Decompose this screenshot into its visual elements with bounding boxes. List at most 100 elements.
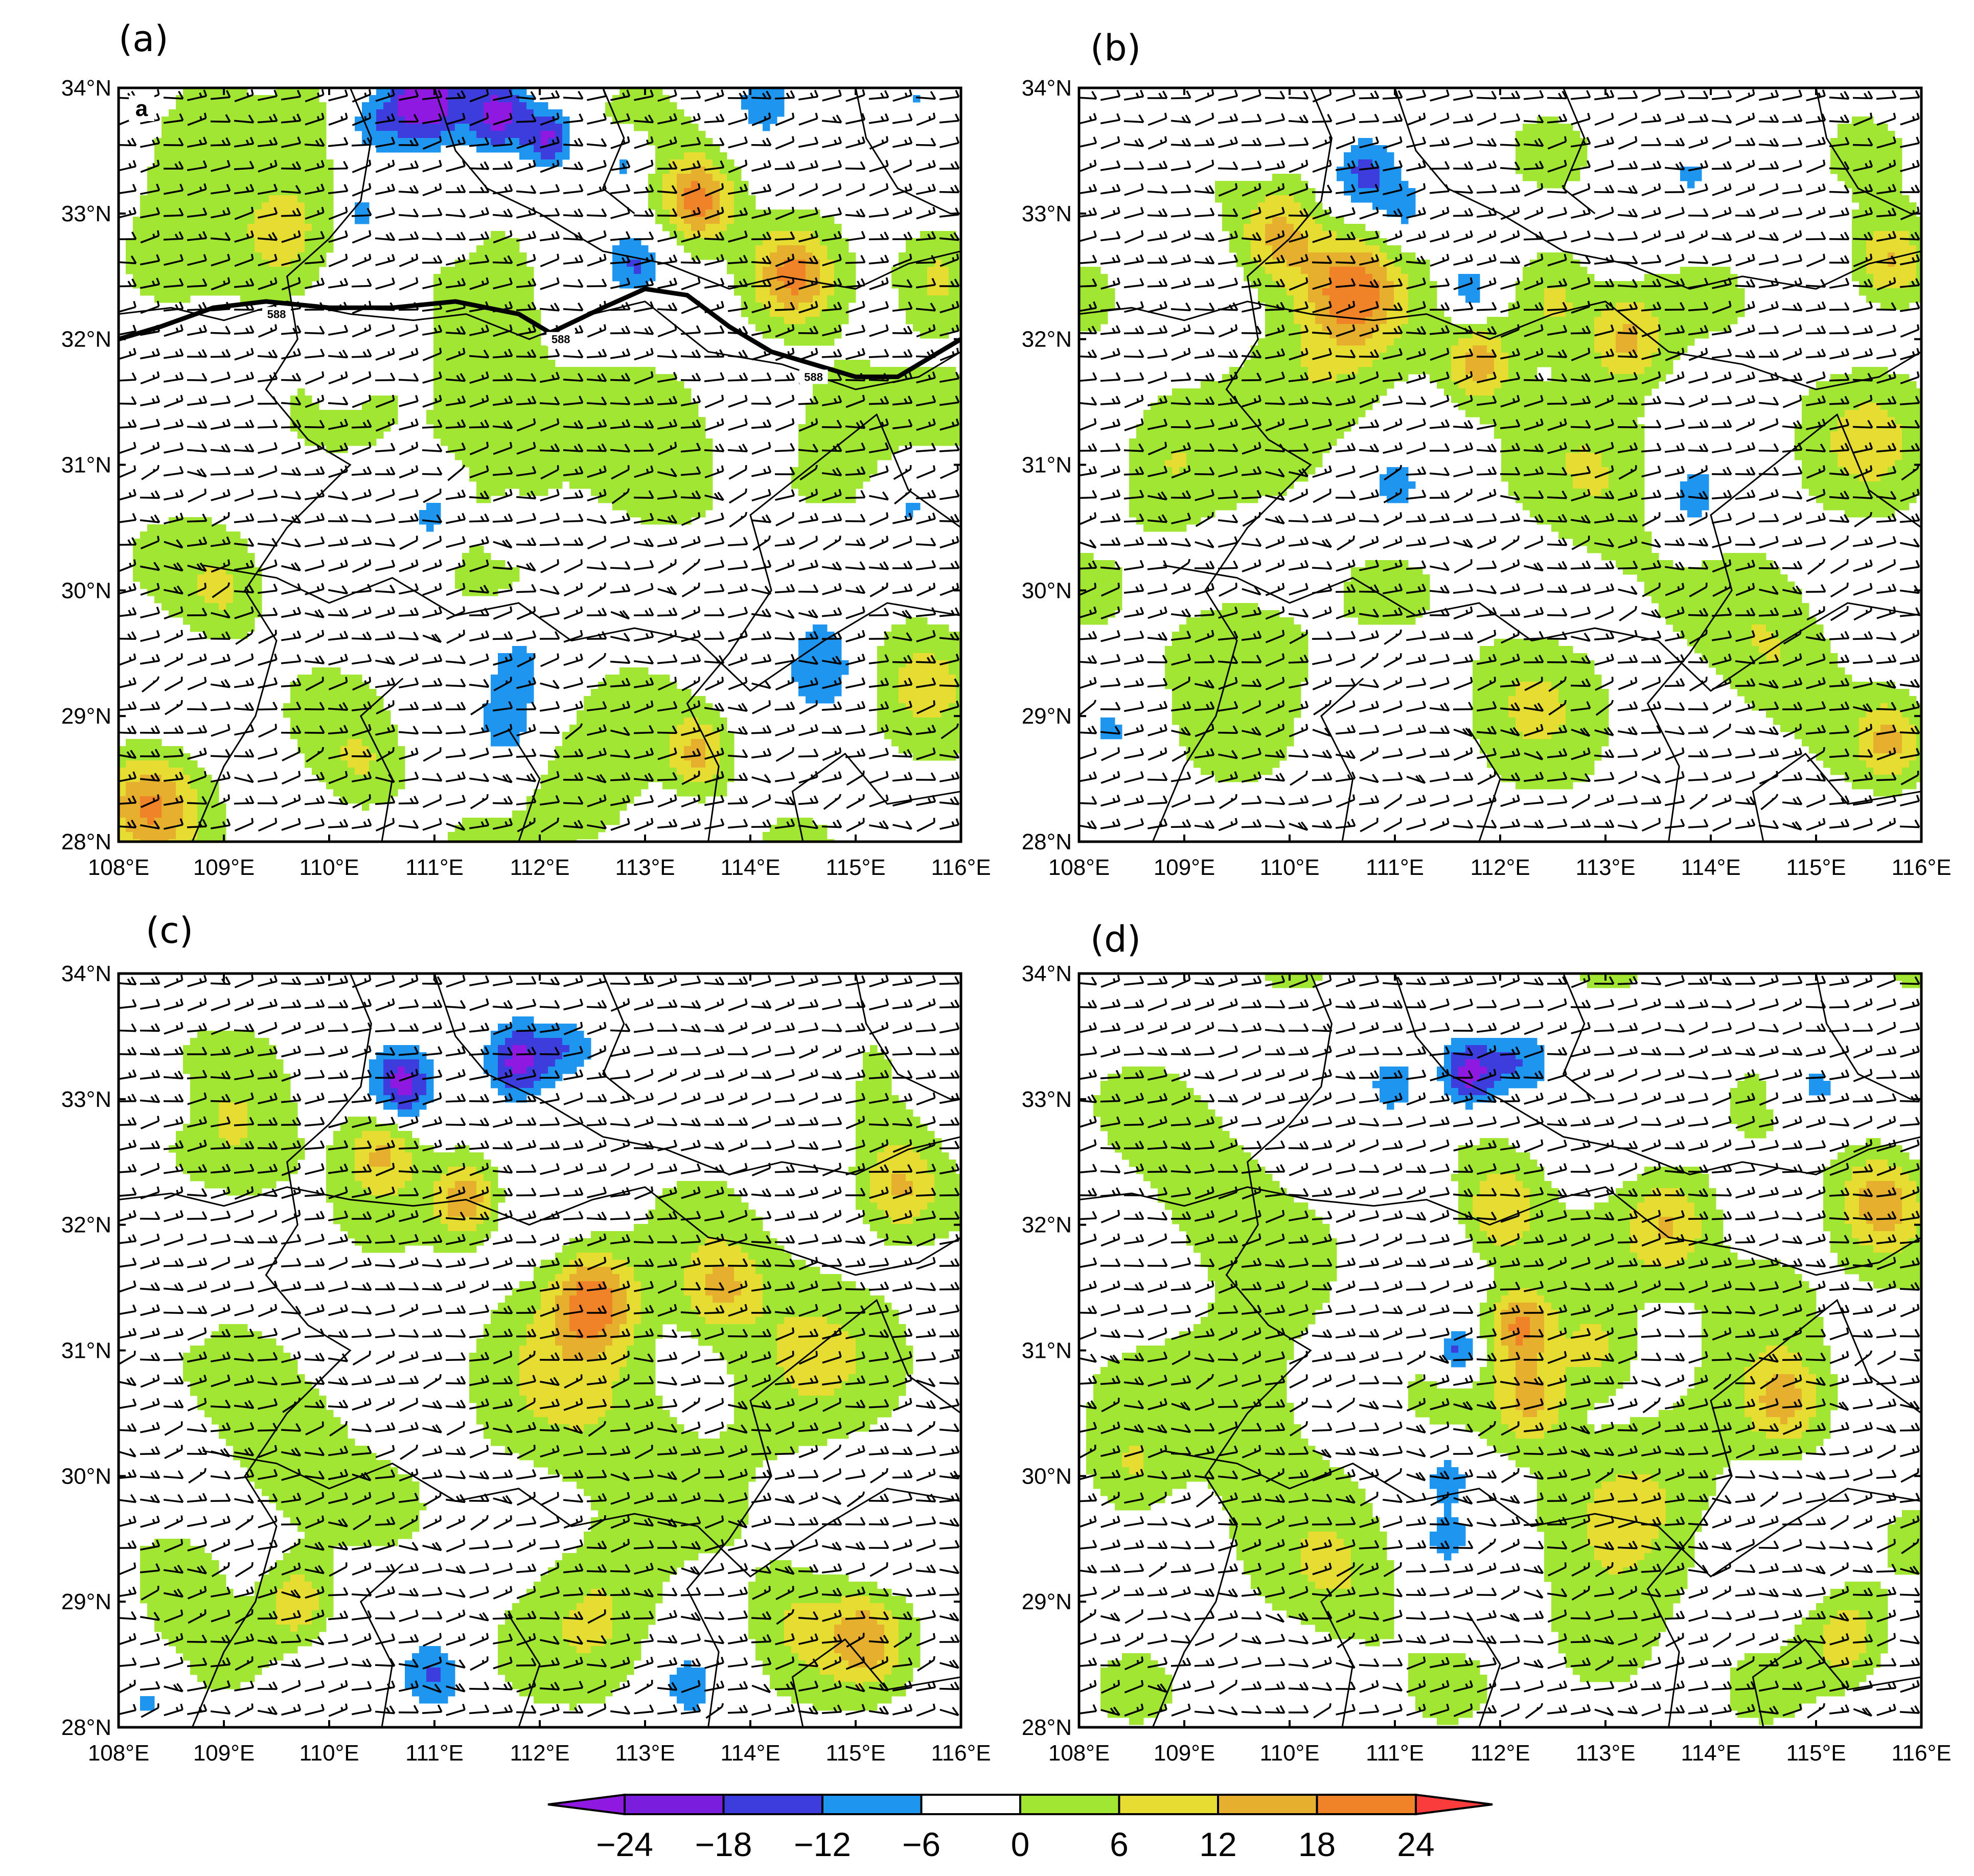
wind-barb: [1359, 1375, 1380, 1385]
wind-barb: [845, 1045, 865, 1058]
wind-barb: [1688, 538, 1709, 547]
wind-barb: [1336, 113, 1356, 125]
wind-barb: [493, 653, 513, 666]
wind-barb: [1688, 1564, 1709, 1574]
wind-barb: [1383, 818, 1402, 832]
wind-barb: [939, 607, 960, 617]
wind-barb: [1500, 372, 1521, 383]
wind-barb: [1335, 1071, 1356, 1080]
wind-barb: [1124, 1469, 1144, 1481]
wind-barb: [1359, 1139, 1379, 1153]
wind-barb: [1219, 583, 1237, 597]
wind-barb: [305, 183, 325, 195]
wind-barb: [1336, 1422, 1356, 1433]
wind-barb: [446, 159, 466, 172]
wind-barb: [845, 254, 866, 264]
wind-barb: [1900, 1139, 1920, 1153]
wind-barb: [680, 1328, 701, 1338]
wind-barb: [1594, 1586, 1615, 1597]
wind-barb: [164, 442, 184, 454]
wind-barb: [1547, 748, 1568, 758]
wind-barb: [1759, 998, 1779, 1011]
wind-barb: [281, 1423, 302, 1432]
wind-barb: [892, 279, 913, 288]
wind-barb: [398, 999, 419, 1009]
wind-barb: [399, 1234, 419, 1245]
wind-barb: [469, 1023, 490, 1033]
wind-barb: [868, 1399, 889, 1408]
wind-barb: [1289, 1398, 1308, 1413]
wind-barb: [1877, 1445, 1896, 1460]
wind-barb: [351, 536, 372, 547]
wind-barb: [846, 794, 865, 809]
wind-barb: [1241, 1422, 1262, 1432]
wind-barb: [1900, 1186, 1920, 1200]
wind-barb: [610, 1163, 630, 1177]
wind-barb: [1477, 1400, 1497, 1410]
wind-barb: [1899, 1422, 1920, 1432]
wind-barb: [1807, 559, 1826, 575]
wind-barb: [822, 771, 842, 783]
wind-barb: [517, 818, 536, 832]
wind-barb: [1570, 655, 1591, 664]
wind-barb: [399, 1069, 419, 1082]
wind-barb: [939, 1304, 960, 1316]
wind-barb: [1594, 1421, 1614, 1434]
wind-barb: [1430, 1680, 1450, 1693]
wind-barb: [305, 442, 325, 454]
wind-barb: [916, 975, 936, 987]
wind-barb: [1806, 1565, 1826, 1574]
wind-barb: [916, 1421, 935, 1437]
wind-barb: [892, 749, 913, 758]
wind-barb: [422, 1445, 443, 1457]
wind-barb: [939, 1445, 960, 1456]
wind-barb: [1876, 255, 1897, 264]
wind-barb: [469, 608, 490, 616]
wind-barb: [1735, 279, 1756, 288]
wind-barb: [915, 724, 936, 735]
wind-barb: [1735, 112, 1755, 126]
wind-barb: [398, 1658, 419, 1668]
wind-barb: [822, 536, 841, 551]
wind-barb: [422, 1234, 443, 1244]
wind-barb: [587, 253, 607, 267]
wind-barb: [1782, 1610, 1803, 1622]
wind-barb: [305, 1636, 325, 1646]
wind-barb: [398, 1588, 419, 1597]
wind-barb: [1688, 1398, 1709, 1410]
wind-barb: [681, 1468, 700, 1483]
wind-barb: [516, 207, 537, 219]
wind-barb: [1241, 350, 1262, 359]
wind-barb: [774, 1281, 795, 1291]
wind-barb: [1712, 206, 1732, 220]
wind-barb: [375, 1563, 396, 1573]
wind-barb: [305, 818, 325, 830]
wind-barb: [1383, 1468, 1402, 1484]
wind-barb: [1429, 1517, 1450, 1526]
wind-barb: [894, 488, 912, 505]
wind-barb: [892, 1351, 912, 1363]
lat-tick-label: 29°N: [61, 704, 111, 729]
wind-barb: [1618, 136, 1638, 150]
wind-barb: [680, 419, 701, 429]
wind-barb: [798, 1164, 819, 1173]
wind-barb: [422, 207, 443, 217]
wind-barb: [1147, 1116, 1167, 1128]
wind-barb: [1476, 1587, 1497, 1596]
wind-barb: [1312, 465, 1332, 478]
wind-barb: [634, 748, 654, 759]
wind-barb: [1782, 1656, 1802, 1669]
wind-barb: [422, 1656, 442, 1670]
wind-barb: [1782, 1374, 1802, 1388]
wind-barb: [658, 559, 677, 574]
wind-barb: [1805, 1516, 1826, 1526]
wind-barb: [1711, 1681, 1732, 1690]
wind-barb: [1123, 1211, 1144, 1220]
wind-barb: [1547, 1234, 1568, 1245]
wind-barb: [822, 1186, 842, 1199]
lon-tick-label: 111°E: [1366, 855, 1424, 880]
wind-barb: [257, 396, 278, 405]
wind-barb: [375, 418, 395, 432]
wind-barb: [587, 774, 607, 783]
wind-barb: [1664, 561, 1685, 571]
